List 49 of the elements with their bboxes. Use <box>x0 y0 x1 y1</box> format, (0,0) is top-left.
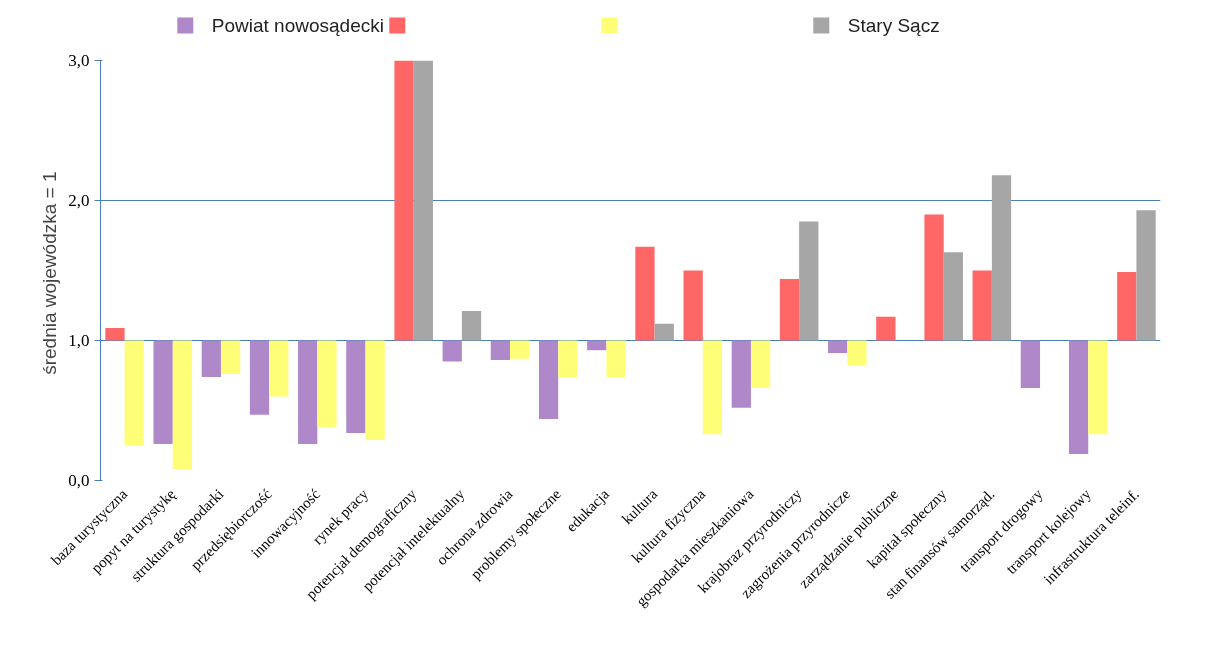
bar <box>731 340 751 408</box>
y-axis-title: średnia wojewódzka = 1 <box>39 171 61 375</box>
y-tick-label: 1,0 <box>68 331 90 350</box>
bar <box>750 340 771 389</box>
bar <box>172 340 193 470</box>
bar <box>413 60 433 341</box>
bar <box>683 270 703 341</box>
y-tick-label: 3,0 <box>68 51 90 70</box>
bar <box>317 340 337 428</box>
bar <box>635 246 655 341</box>
bar <box>153 340 173 445</box>
bar <box>201 340 221 377</box>
bar <box>876 316 896 341</box>
bar <box>606 340 626 377</box>
bar <box>1088 340 1108 435</box>
bar <box>1068 340 1089 454</box>
bar <box>1136 210 1156 341</box>
bar <box>490 340 511 361</box>
bar <box>558 340 578 377</box>
bar <box>847 340 867 366</box>
bar <box>365 340 385 440</box>
bar <box>538 340 559 419</box>
bar <box>461 311 482 341</box>
y-tick-label: 2,0 <box>68 191 90 210</box>
bar <box>249 340 270 415</box>
legend-label: Powiat nowosądecki <box>211 15 384 36</box>
bar <box>269 340 289 397</box>
bar <box>702 340 723 435</box>
bar <box>991 175 1012 341</box>
bar <box>924 214 944 341</box>
y-tick-label: 0,0 <box>68 471 90 490</box>
bar <box>943 252 963 341</box>
bar <box>1117 271 1137 341</box>
legend-label: Stary Sącz <box>847 15 940 36</box>
bar <box>124 340 144 446</box>
bar <box>442 340 462 362</box>
bar <box>1020 340 1041 389</box>
bar <box>346 340 366 433</box>
bar <box>779 278 800 341</box>
bar <box>105 327 125 341</box>
bar <box>394 60 414 341</box>
bar <box>972 270 992 341</box>
bar <box>799 221 819 341</box>
bar <box>654 323 674 341</box>
bar <box>220 340 241 375</box>
bar <box>828 340 848 354</box>
bar <box>510 340 530 359</box>
bar <box>587 340 607 351</box>
bar <box>298 340 318 445</box>
